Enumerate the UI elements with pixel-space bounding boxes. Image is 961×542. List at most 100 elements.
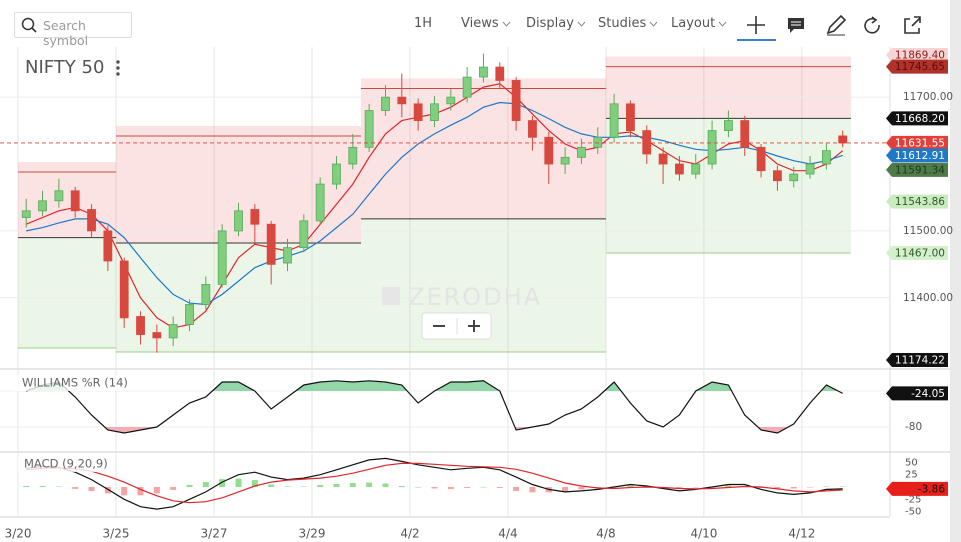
y-tick-label: 11400.00 xyxy=(903,292,953,304)
histogram-bar xyxy=(398,485,405,487)
price-tag xyxy=(886,48,948,62)
indicator-title: MACD (9,20,9) xyxy=(24,457,108,471)
menu[interactable]: Views xyxy=(461,16,511,31)
histogram-bar xyxy=(72,486,79,489)
price-tag-label: -3.86 xyxy=(918,483,945,495)
menu[interactable]: Studies xyxy=(598,16,658,31)
watermark: ZERODHA xyxy=(382,283,542,311)
histogram-bar xyxy=(202,482,209,487)
price-tag xyxy=(886,148,948,163)
reset-tool[interactable] xyxy=(864,16,880,34)
x-tick-label: 3/20 xyxy=(5,527,32,541)
candle-body xyxy=(397,96,407,105)
crosshair-tool[interactable] xyxy=(747,16,765,34)
symbol-menu[interactable] xyxy=(116,60,120,76)
histogram-bar xyxy=(692,486,699,488)
watermark-text: ZERODHA xyxy=(408,283,542,311)
interval: 1H xyxy=(414,16,433,31)
menu[interactable]: Layout xyxy=(671,16,727,31)
candle-body xyxy=(462,76,472,98)
histogram-bar xyxy=(464,486,471,488)
popout-tool[interactable] xyxy=(904,16,921,34)
chevron xyxy=(502,21,511,27)
histogram-bar xyxy=(725,485,732,487)
candle-body xyxy=(364,110,374,148)
candle-body xyxy=(724,120,733,131)
candle-body xyxy=(560,156,570,165)
histogram-bar xyxy=(594,486,601,488)
histogram-bar xyxy=(807,486,814,488)
candle-body xyxy=(511,80,521,121)
price-tag-label: 11543.86 xyxy=(895,196,945,208)
candle-body xyxy=(821,150,831,165)
candle-body xyxy=(332,163,341,185)
candle-body xyxy=(430,103,439,121)
histogram-bar xyxy=(333,484,340,487)
menu[interactable]: Display xyxy=(526,16,586,31)
interval-menu[interactable]: 1H xyxy=(414,16,432,31)
comment-tool[interactable] xyxy=(788,18,804,33)
price-tag-label: 11612.91 xyxy=(895,150,945,162)
candle-body xyxy=(544,136,554,165)
histogram-bar xyxy=(513,486,520,491)
histogram-bar xyxy=(790,486,797,489)
moving-average xyxy=(26,101,843,306)
histogram-bar xyxy=(268,484,275,487)
tool-icons xyxy=(737,14,921,41)
candle-body xyxy=(283,247,292,264)
price-tag xyxy=(886,481,948,496)
macd-line xyxy=(26,457,843,510)
candle-body xyxy=(838,135,848,144)
price-tag xyxy=(886,111,948,126)
price-tag xyxy=(886,135,948,150)
label-bg xyxy=(18,456,104,472)
histogram-bar xyxy=(55,486,62,487)
histogram-bar xyxy=(447,486,454,489)
candle-body xyxy=(707,130,717,165)
histogram-bar xyxy=(235,478,242,487)
front-layer: 3/20 3/25 3/27 3/29 4/2 4/4 4/8 4/10 4/12 11400.0… xyxy=(0,48,953,541)
menu-label: Display xyxy=(526,16,574,31)
level-fill xyxy=(26,380,843,391)
histogram-bar xyxy=(186,485,193,487)
zoom-control[interactable] xyxy=(421,312,492,340)
histogram-bar xyxy=(774,486,781,489)
candle-body xyxy=(152,332,162,339)
macd-line xyxy=(26,462,843,504)
candle-body xyxy=(38,200,47,212)
x-tick-label: 4/12 xyxy=(788,527,815,541)
candle-body xyxy=(446,96,456,105)
histogram-bar xyxy=(676,486,683,488)
zone-upper xyxy=(605,56,851,119)
y-tick-label: -25 xyxy=(905,494,921,505)
candle-body xyxy=(593,136,603,148)
zone-lower xyxy=(18,237,117,348)
oscillator-line xyxy=(25,380,843,434)
zone-upper xyxy=(18,162,117,238)
search-box[interactable]: Search symbol xyxy=(14,12,132,48)
candle-body xyxy=(185,304,194,325)
candle-body xyxy=(21,210,31,218)
candle-body xyxy=(805,163,815,175)
x-tick-label: 4/2 xyxy=(400,527,419,541)
candle-body xyxy=(250,209,260,225)
candle-body xyxy=(479,66,488,78)
price-tag-label: 11631.55 xyxy=(895,137,945,149)
candle-body xyxy=(299,220,309,249)
candle-body xyxy=(168,324,178,339)
histogram-bar xyxy=(415,486,422,488)
candle-body xyxy=(626,103,635,131)
histogram-bar xyxy=(578,486,585,490)
dot xyxy=(116,66,120,70)
price-tag xyxy=(886,353,948,367)
candle-body xyxy=(234,210,243,232)
histogram-bar xyxy=(219,479,226,487)
x-tick-label: 4/8 xyxy=(596,527,615,541)
x-tick-label: 4/10 xyxy=(690,527,717,541)
price-tag xyxy=(886,59,948,74)
candle-body xyxy=(756,146,766,172)
y-tick-label: 25 xyxy=(905,470,918,481)
draw-tool[interactable] xyxy=(826,14,847,36)
